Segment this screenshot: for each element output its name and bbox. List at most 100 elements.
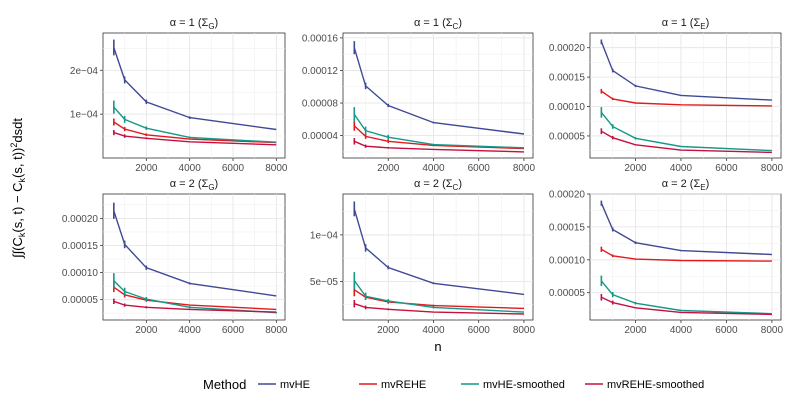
panel-title-suffix: ) (706, 178, 710, 190)
panel-title-sub: G (208, 22, 214, 31)
y-axis-label: ∫∫(Ck(s, t) − Ck(s, t))2dsdt (9, 118, 27, 259)
panel-title-sigma: Σ (446, 178, 453, 190)
panel-title-prefix: α = 1 ( (662, 17, 694, 29)
legend: Method mvHE mvREHE mvHE-smoothed mvREHE-smoo… (203, 377, 704, 392)
y-tick-label: 5e−05 (310, 277, 339, 288)
panel-3: α = 1 (ΣE) 2000 4000 6000 8000 0.00005 0.00010… (549, 17, 784, 174)
y-tick-label: 0.00005 (549, 288, 586, 299)
legend-item-mvHE-smoothed: mvHE-smoothed (461, 379, 565, 391)
panel-title-sigma: Σ (693, 178, 700, 190)
y-label-end: dsdt (10, 118, 25, 143)
y-label-mid: (s, t) − C (10, 182, 25, 232)
y-tick-label: 2e−04 (70, 66, 99, 77)
legend-item-mvREHE: mvREHE (359, 379, 426, 391)
x-tick-label: 8000 (513, 325, 536, 336)
y-tick-label: 0.00016 (302, 33, 339, 44)
panel-title-prefix: α = 1 ( (414, 17, 446, 29)
panel-title-sub: C (453, 183, 459, 192)
x-tick-label: 6000 (222, 163, 245, 174)
panel-5: α = 2 (ΣC) 2000 4000 6000 8000 5e−05 1e−04 (310, 178, 536, 336)
y-tick-label: 0.00010 (549, 255, 586, 266)
y-label-integrals: ∫∫( (10, 246, 25, 259)
x-tick-label: 4000 (670, 163, 693, 174)
svg-text:∫∫(Ck(s, t) − Ck(s, t))2dsdt: ∫∫(Ck(s, t) − Ck(s, t))2dsdt (9, 118, 27, 259)
y-tick-label: 0.00020 (549, 43, 586, 54)
x-tick-label: 8000 (761, 325, 784, 336)
y-tick-label: 0.00008 (302, 99, 339, 110)
panel-title: α = 1 (ΣG) (170, 17, 218, 31)
panel-1: α = 1 (ΣG) 2000 4000 6000 8000 1e−04 2e−04 (70, 17, 288, 174)
x-tick-label: 2000 (624, 325, 647, 336)
legend-label: mvHE-smoothed (483, 379, 565, 391)
x-tick-label: 4000 (422, 325, 445, 336)
y-label-tail: (s, t)) (10, 148, 25, 178)
y-tick-label: 0.00010 (549, 102, 586, 113)
x-tick-label: 8000 (265, 163, 288, 174)
x-tick-label: 4000 (179, 325, 202, 336)
legend-label: mvHE (280, 379, 310, 391)
y-tick-label: 0.00015 (62, 241, 99, 252)
legend-label: mvREHE-smoothed (607, 379, 704, 391)
panel-title-suffix: ) (706, 17, 710, 29)
y-tick-label: 0.00015 (549, 222, 586, 233)
y-tick-label: 0.00012 (302, 66, 339, 77)
x-tick-label: 4000 (670, 325, 693, 336)
x-axis-label: n (434, 339, 441, 354)
panel-title-prefix: α = 2 ( (170, 178, 202, 190)
y-label-k2: k (17, 177, 27, 182)
x-tick-label: 8000 (265, 325, 288, 336)
x-tick-label: 4000 (422, 163, 445, 174)
panel-title-suffix: ) (458, 178, 462, 190)
panel-2: α = 1 (ΣC) 2000 4000 6000 8000 0.00004 0.00008… (302, 17, 536, 174)
x-tick-label: 8000 (513, 163, 536, 174)
x-tick-label: 4000 (179, 163, 202, 174)
legend-label: mvREHE (381, 379, 426, 391)
x-tick-label: 8000 (761, 163, 784, 174)
panel-4: α = 2 (ΣG) 2000 4000 6000 8000 0.00005 0.00010… (62, 178, 288, 336)
panel-title-prefix: α = 2 ( (662, 178, 694, 190)
panel-title: α = 1 (ΣE) (662, 17, 710, 31)
panel-title-prefix: α = 1 ( (170, 17, 202, 29)
x-tick-label: 2000 (135, 163, 158, 174)
legend-item-mvHE: mvHE (258, 379, 310, 391)
panel-title-suffix: ) (215, 17, 219, 29)
x-tick-label: 6000 (468, 325, 491, 336)
panel-title: α = 1 (ΣC) (414, 17, 462, 31)
panel-title-prefix: α = 2 ( (414, 178, 446, 190)
panel-title-sigma: Σ (693, 17, 700, 29)
panel-title-sigma: Σ (446, 17, 453, 29)
x-tick-label: 2000 (135, 325, 158, 336)
panel-background (342, 193, 534, 321)
panel-title: α = 2 (ΣE) (662, 178, 710, 192)
x-tick-label: 6000 (715, 163, 738, 174)
y-tick-label: 0.00004 (302, 131, 339, 142)
legend-title: Method (203, 377, 246, 392)
panel-background (342, 32, 534, 159)
y-tick-label: 0.00015 (549, 73, 586, 84)
y-label-square: 2 (9, 143, 19, 148)
panel-title-suffix: ) (215, 178, 219, 190)
panel-title-sub: G (208, 183, 214, 192)
y-tick-label: 0.00005 (62, 295, 99, 306)
y-tick-label: 0.00005 (549, 131, 586, 142)
panel-title-sub: E (700, 22, 705, 31)
panel-title-sub: C (453, 22, 459, 31)
panel-title-sigma: Σ (202, 17, 209, 29)
y-tick-label: 1e−04 (310, 230, 339, 241)
y-label-k1: k (17, 232, 27, 237)
panel-title-suffix: ) (458, 17, 462, 29)
panel-background (102, 193, 286, 321)
x-tick-label: 2000 (377, 325, 400, 336)
panel-title-sigma: Σ (202, 178, 209, 190)
panel-title: α = 2 (ΣC) (414, 178, 462, 192)
panel-6: α = 2 (ΣE) 2000 4000 6000 8000 0.00005 0.00010… (549, 178, 784, 336)
x-tick-label: 6000 (468, 163, 491, 174)
x-tick-label: 2000 (377, 163, 400, 174)
legend-item-mvREHE-smoothed: mvREHE-smoothed (585, 379, 704, 391)
y-tick-label: 1e−04 (70, 110, 99, 121)
y-label-c-hat: C (10, 237, 25, 246)
x-tick-label: 2000 (624, 163, 647, 174)
y-tick-label: 0.00020 (62, 214, 99, 225)
